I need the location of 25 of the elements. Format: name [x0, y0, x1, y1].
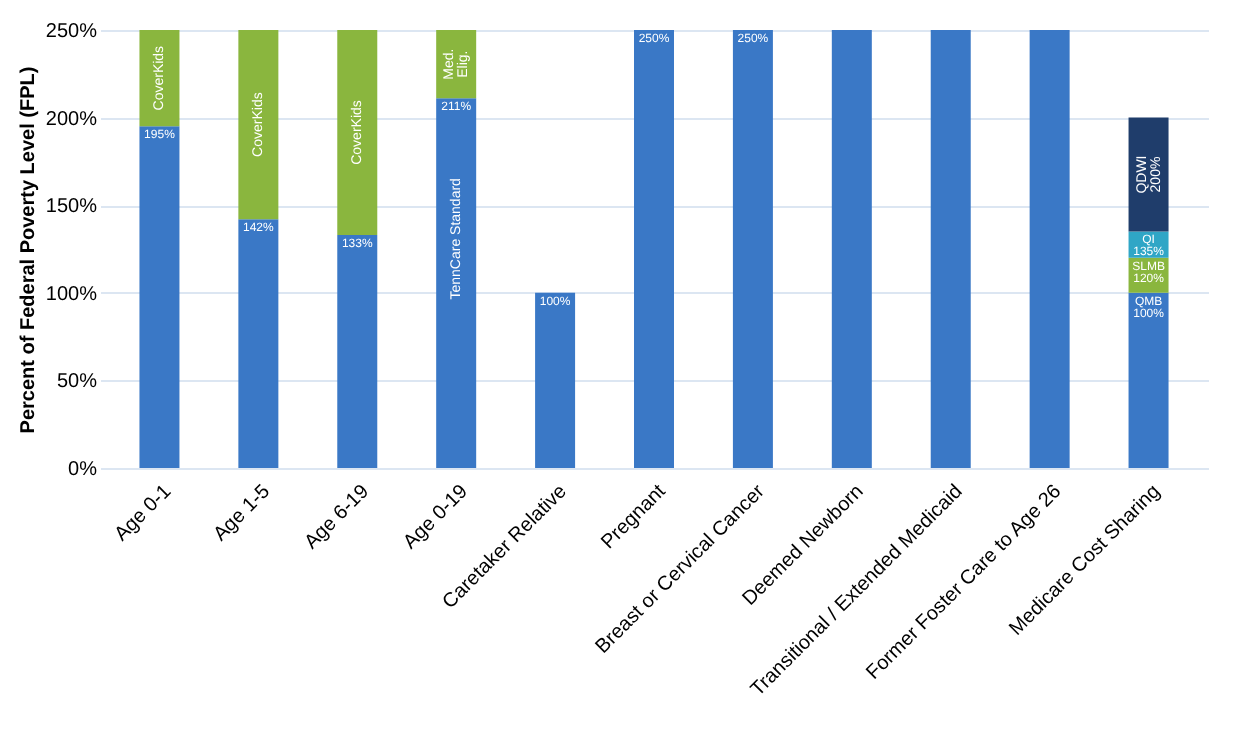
bar — [930, 30, 971, 468]
bar — [337, 30, 378, 235]
bar — [238, 30, 279, 220]
y-tick-label: 100% — [45, 283, 98, 306]
y-tick-label: 150% — [45, 196, 98, 219]
y-tick-label: 0% — [68, 459, 98, 481]
bar — [436, 98, 477, 468]
y-axis-title: Percent of Federal Poverty Level (FPL) — [17, 66, 40, 434]
y-tick-label: 50% — [56, 371, 98, 394]
bar — [139, 126, 180, 468]
bar — [238, 219, 279, 468]
bar — [1029, 30, 1070, 468]
bar — [732, 30, 773, 468]
bar — [634, 30, 674, 468]
bar — [337, 234, 378, 468]
bar — [139, 30, 180, 127]
bar — [535, 292, 576, 468]
x-tick-label: Age 1-5 — [209, 480, 276, 547]
x-tick-label: Age 0-19 — [399, 480, 474, 554]
bar — [831, 30, 872, 468]
x-tick-label: Age 0-1 — [110, 480, 177, 547]
bar — [1128, 292, 1169, 468]
y-tick-label: 250% — [45, 21, 98, 43]
y-tick-label: 200% — [45, 108, 98, 131]
x-tick-label: Age 6-19 — [300, 480, 375, 554]
